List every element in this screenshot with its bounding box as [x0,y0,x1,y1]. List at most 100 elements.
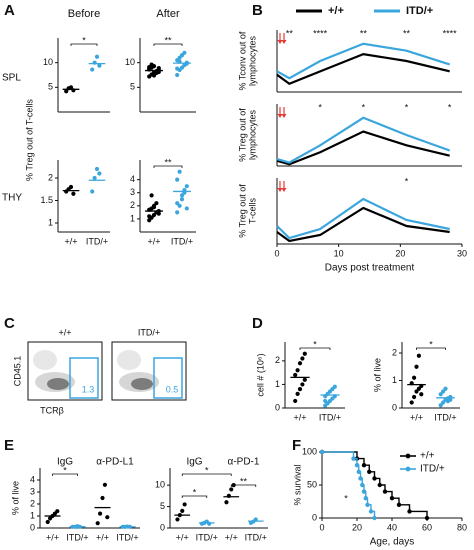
chart-title: Before [68,8,100,20]
significance-label: * [205,465,209,475]
significance-bracket [153,43,183,46]
y-tick-label: 3 [30,486,35,496]
data-point [448,397,453,402]
x-tick-label: ITD/+ [319,412,341,422]
data-point [95,521,100,526]
x-tick-label: +/+ [46,532,59,542]
data-point [175,210,180,215]
data-point [98,511,103,516]
data-point [412,394,417,400]
significance-label: * [429,339,433,349]
survival-step [360,477,363,485]
significance-label: * [405,176,409,186]
series-line [276,52,450,85]
flow-plot [27,341,187,401]
gate-value: 1.3 [82,384,95,394]
y-tick-label: 2 [275,355,280,365]
data-point [438,392,443,397]
data-point [94,54,100,59]
y-axis-label: CD45.1 [12,356,22,387]
data-point [147,214,152,219]
data-point [297,387,303,392]
data-point [224,500,229,505]
data-point [55,509,60,514]
data-point [90,67,95,72]
survival-step [353,457,358,466]
survival-step [362,484,365,492]
data-point [154,201,159,206]
significance-label: * [193,487,197,497]
data-point [416,353,421,358]
data-point [68,184,74,190]
y-axis-label: % of live [10,481,20,515]
data-point [147,65,152,70]
data-point [293,398,298,404]
y-tick-label: 4 [130,174,135,184]
data-point [156,211,161,216]
group-label: IgG [186,457,202,468]
panel-letter: B [252,2,263,19]
data-point [182,502,187,507]
series-line [276,116,451,164]
gate-value: 0.5 [166,384,179,394]
x-axis-label: Days post treatment [325,263,415,274]
y-tick-label: 0 [392,402,397,412]
series-line [276,197,450,240]
significance-bracket [70,43,98,46]
y-tick-label: 2 [48,172,53,182]
panel-letter: A [4,2,15,19]
y-tick-label: 5 [130,82,135,92]
data-point [300,382,305,387]
significance-label: * [344,493,348,503]
x-tick-label: +/+ [176,532,189,542]
survival-step [357,457,365,466]
significance-label: ** [286,28,294,38]
data-point [102,482,107,487]
data-point [180,508,185,513]
y-axis-label: cell # (10⁶) [255,353,265,396]
significance-label: * [318,102,322,112]
y-tick-label: 1.5 [40,195,53,205]
panel-letter: E [4,437,14,454]
data-point [92,175,97,181]
significance-label: ** [164,157,172,167]
data-point [182,50,187,55]
survival-step [322,451,355,459]
data-point [100,495,105,501]
y-axis-label: lymphocytes [247,35,257,86]
panel-letter: D [252,315,263,332]
significance-label: ** [240,476,248,486]
survival-step [371,510,376,518]
x-tick-label: 60 [422,522,432,532]
data-point [90,189,95,194]
x-tick-label: 30 [457,248,467,258]
x-tick-label: ITD/+ [171,236,193,246]
data-point [149,193,154,198]
group-label: α-PD-1 [228,457,260,468]
survival-point [424,515,430,521]
survival-step [409,510,428,518]
x-axis-label: Age, days [370,537,414,548]
significance-label: * [313,339,317,349]
y-axis-label: % Treg out of [237,184,247,238]
panel-letter: F [292,437,301,454]
significance-bracket [181,495,208,498]
y-tick-label: 2 [392,347,397,357]
significance-label: ** [164,35,172,45]
x-tick-label: 10 [334,248,344,258]
x-tick-label: +/+ [225,532,238,542]
data-point [105,515,110,520]
y-tick-label: 0 [160,522,165,532]
data-point [94,166,100,172]
data-point [68,85,74,90]
y-tick-label: 2 [130,200,135,210]
y-axis-label: % of live [372,358,382,392]
treatment-arrows [277,33,287,192]
legend-label: ITD/+ [406,5,433,17]
y-axis-label: % Treg out of [237,108,247,162]
data-point [64,89,69,94]
y-tick-label: 1 [30,510,35,520]
survival-step [364,490,367,499]
significance-label: * [448,102,452,112]
legend-label: +/+ [328,5,344,17]
